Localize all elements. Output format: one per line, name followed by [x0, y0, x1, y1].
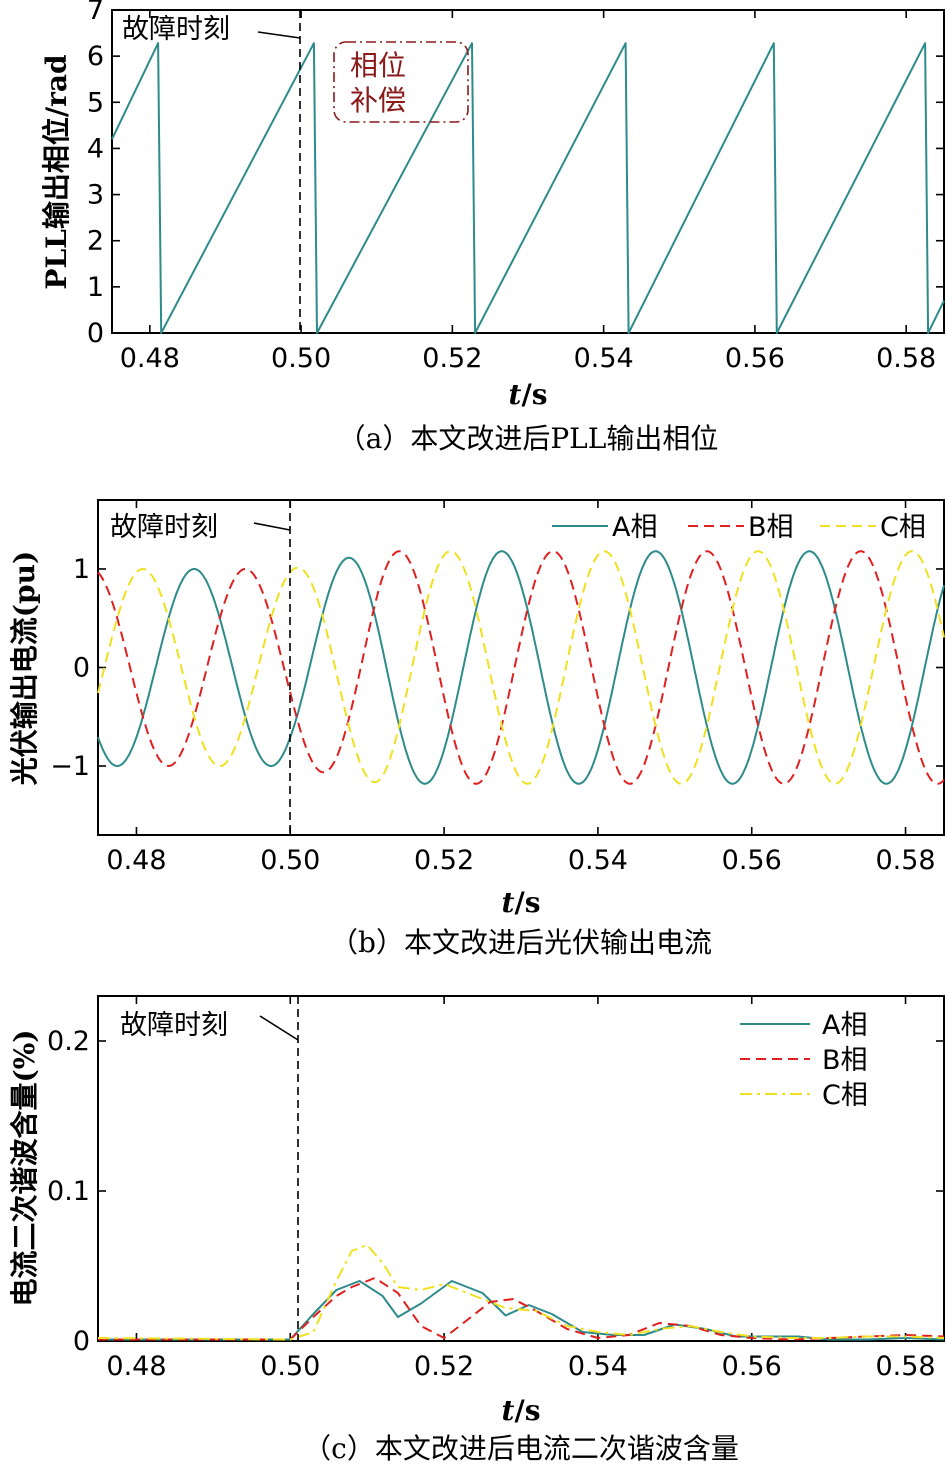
fault-annotation-b: 故障时刻 — [110, 512, 218, 543]
phase-comp-label-2: 补偿 — [350, 84, 406, 117]
x-tick-label: 0.50 — [260, 1351, 320, 1382]
x-tick-label: 0.52 — [414, 1351, 474, 1382]
series-lines-a — [111, 42, 945, 334]
plot-frame-a — [111, 9, 945, 334]
y-tick-label: 7 — [87, 0, 104, 26]
legend-label: B相 — [748, 512, 794, 543]
chart-b: 0.48 0.50 0.52 0.54 0.56 0.58 −1 0 1 故障时刻 A相 B相 C相… — [8, 499, 945, 959]
y-tick-label: 6 — [87, 41, 104, 72]
caption-b: （b）本文改进后光伏输出电流 — [330, 926, 712, 959]
chart-c: 0.48 0.50 0.52 0.54 0.56 0.58 0 0.1 0.2 故障时刻 A相 B… — [8, 995, 945, 1465]
plot-frame-c — [97, 995, 945, 1342]
y-tick-label: 2 — [87, 226, 104, 257]
x-tick-label: 0.58 — [875, 845, 935, 876]
legend-label: A相 — [612, 512, 657, 543]
chart-a: 0.48 0.50 0.52 0.54 0.56 0.58 0 1 2 3 4 5 6 7 故障时刻 相位… — [40, 0, 945, 455]
legend-label: B相 — [822, 1045, 868, 1076]
y-tick-label: 0 — [73, 653, 90, 684]
phase-comp-box — [333, 41, 469, 123]
ylabel-a: PLL输出相位/rad — [40, 54, 73, 289]
ylabel-c: 电流二次谐波含量(%) — [8, 1029, 41, 1306]
y-tick-label: 1 — [73, 554, 90, 585]
x-tick-label: 0.58 — [875, 1351, 935, 1382]
x-tick-label: 0.54 — [568, 1351, 628, 1382]
legend-c: A相 B相 C相 — [740, 1010, 868, 1111]
x-tick-label: 0.56 — [725, 343, 785, 374]
y-tick-label: 5 — [87, 87, 104, 118]
ylabel-b: 光伏输出电流(pu) — [8, 551, 41, 786]
series-lines-b — [97, 550, 945, 785]
annotation-leader-b — [253, 522, 291, 531]
y-tick-label: −1 — [50, 751, 90, 782]
fault-annotation-a: 故障时刻 — [122, 14, 230, 45]
y-tick-label: 0 — [87, 318, 104, 349]
series-line-2 — [97, 550, 945, 785]
x-tick-label: 0.48 — [106, 845, 166, 876]
y-tick-label: 0 — [73, 1326, 90, 1357]
caption-a: （a）本文改进后PLL输出相位 — [338, 422, 719, 455]
x-tick-label: 0.52 — [414, 845, 474, 876]
series-line-0 — [111, 42, 945, 334]
xlabel-c: t/s — [502, 1394, 541, 1427]
x-tick-label: 0.50 — [271, 343, 331, 374]
annotation-leader-c — [259, 1015, 299, 1041]
caption-c: （c）本文改进后电流二次谐波含量 — [303, 1432, 739, 1465]
x-tick-label: 0.58 — [876, 343, 936, 374]
x-tick-label: 0.48 — [106, 1351, 166, 1382]
x-tick-label: 0.54 — [568, 845, 628, 876]
series-line-1 — [97, 550, 945, 785]
series-line-2 — [97, 1244, 945, 1341]
axis-ticks-b: 0.48 0.50 0.52 0.54 0.56 0.58 −1 0 1 — [50, 500, 944, 876]
series-line-0 — [97, 550, 945, 785]
y-tick-label: 1 — [87, 272, 104, 303]
series-lines-c — [97, 1244, 945, 1341]
axis-ticks-c: 0.48 0.50 0.52 0.54 0.56 0.58 0 0.1 0.2 — [47, 996, 944, 1382]
axis-ticks-a: 0.48 0.50 0.52 0.54 0.56 0.58 0 1 2 3 4 5 6 7 — [87, 0, 944, 374]
legend-label: C相 — [880, 512, 926, 543]
xlabel-a: t/s — [509, 378, 548, 411]
phase-comp-label-1: 相位 — [350, 49, 406, 82]
y-tick-label: 3 — [87, 180, 104, 211]
x-tick-label: 0.50 — [260, 845, 320, 876]
x-tick-label: 0.54 — [574, 343, 634, 374]
x-tick-label: 0.56 — [722, 1351, 782, 1382]
legend-label: A相 — [822, 1010, 867, 1041]
x-tick-label: 0.52 — [422, 343, 482, 374]
fault-annotation-c: 故障时刻 — [120, 1010, 228, 1041]
series-line-0 — [98, 1280, 945, 1341]
annotation-leader-a — [257, 31, 301, 39]
legend-label: C相 — [822, 1080, 868, 1111]
y-tick-label: 0.1 — [47, 1176, 90, 1207]
xlabel-b: t/s — [502, 886, 541, 919]
y-tick-label: 4 — [87, 133, 104, 164]
legend-b: A相 B相 C相 — [552, 512, 926, 543]
plot-frame-b — [97, 499, 945, 836]
y-tick-label: 0.2 — [47, 1026, 90, 1057]
x-tick-label: 0.48 — [120, 343, 180, 374]
x-tick-label: 0.56 — [722, 845, 782, 876]
